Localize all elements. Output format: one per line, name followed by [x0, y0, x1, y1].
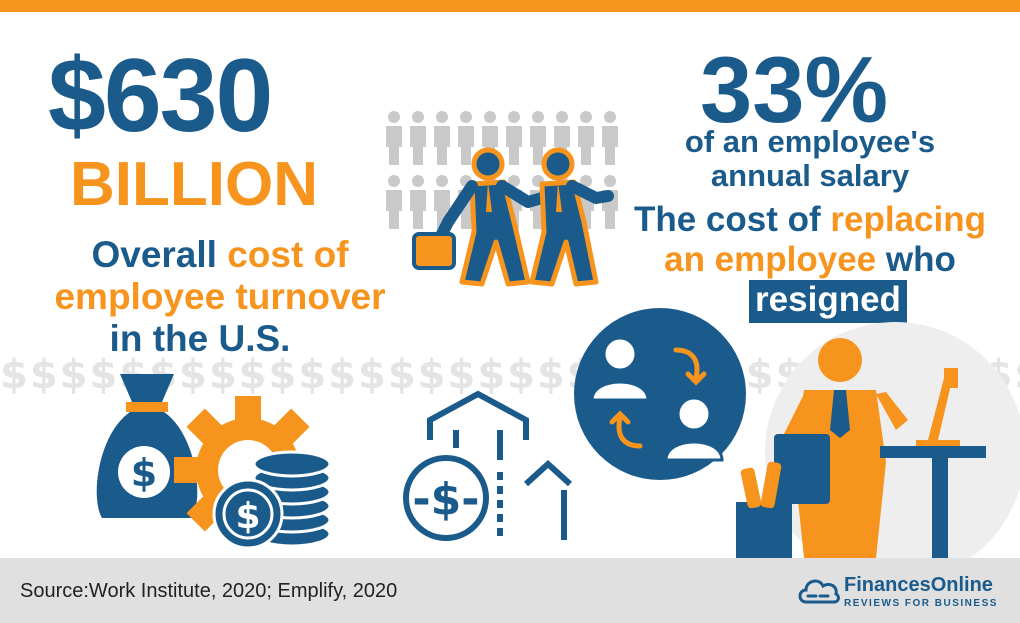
- employee-highlight: an employee: [664, 240, 877, 279]
- crowd-person-icon: [386, 111, 402, 165]
- turnover-desc-highlight: cost of: [227, 234, 349, 275]
- replacing-line-1: The cost of replacing: [600, 200, 1020, 240]
- salary-line-2: annual salary: [710, 158, 910, 193]
- turnover-desc-text: Overall: [91, 234, 228, 275]
- walking-businessmen-icon: [412, 147, 614, 287]
- crowd-person-icon: [578, 111, 594, 165]
- money-bag-icon: $: [96, 374, 198, 518]
- replacing-line-3: resigned: [648, 280, 1008, 323]
- coins-icon: $: [212, 450, 332, 550]
- employee-swap-icon: [574, 308, 746, 480]
- who-text: who: [876, 240, 956, 279]
- crowd-person-icon: [506, 111, 522, 165]
- source-citation: Source:Work Institute, 2020; Emplify, 20…: [20, 580, 398, 602]
- turnover-desc-line-1: Overall cost of: [0, 234, 440, 276]
- crowd-person-icon: [602, 111, 618, 165]
- crowd-person-icon: [386, 175, 402, 229]
- cloud-logo-icon: [798, 579, 840, 604]
- replacing-line-2: an employee who: [600, 240, 1020, 280]
- office-worker-icon: [736, 322, 1020, 558]
- dollar-growth-icon: -$-: [403, 390, 573, 541]
- turnover-cost-amount: $630: [48, 38, 273, 154]
- resigned-badge: resigned: [749, 280, 907, 323]
- replacing-text: The cost of: [633, 200, 831, 239]
- replacing-highlight: replacing: [830, 200, 986, 239]
- salary-percentage: 33%: [700, 37, 889, 142]
- logo-name: FinancesOnline: [844, 574, 993, 596]
- logo-tagline: REVIEWS FOR BUSINESS: [844, 598, 998, 609]
- turnover-cost-unit: BILLION: [70, 150, 318, 219]
- turnover-desc-line-2: employee turnover: [54, 276, 386, 317]
- turnover-desc-line-3: in the U.S.: [109, 318, 291, 359]
- svg-text:-$-: -$-: [412, 474, 479, 525]
- svg-text:$: $: [131, 451, 157, 495]
- crowd-person-icon: [410, 175, 426, 229]
- crowd-person-icon: [434, 111, 450, 165]
- salary-line-1: of an employee's: [684, 124, 936, 159]
- footer-bar: Source:Work Institute, 2020; Emplify, 20…: [0, 558, 1020, 623]
- infographic-canvas: $$$$$$$$$$$$$$$$$$$$$$$$$$$$$$$$$$$$$$$$…: [0, 12, 1020, 558]
- svg-text:$: $: [235, 496, 260, 537]
- crowd-person-icon: [410, 111, 426, 165]
- crowd-person-icon: [458, 111, 474, 165]
- top-accent-bar: [0, 0, 1020, 12]
- crowd-person-icon: [530, 111, 546, 165]
